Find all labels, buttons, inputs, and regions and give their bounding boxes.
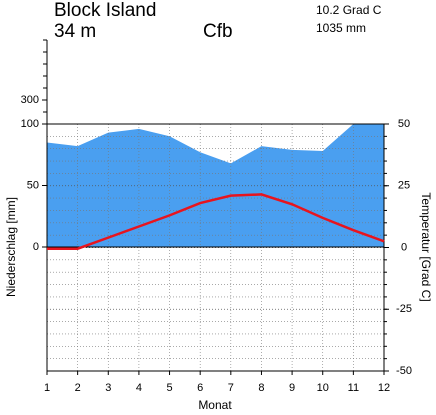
y2-tick-label: 50	[398, 118, 410, 130]
x-tick-label: 5	[166, 382, 172, 394]
y-tick-label: 50	[27, 179, 39, 191]
x-tick-label: 12	[378, 382, 390, 394]
x-tick-label: 6	[197, 382, 203, 394]
annual-precipitation: 1035 mm	[316, 21, 366, 35]
x-tick-label: 9	[289, 382, 295, 394]
climate-class: Cfb	[203, 21, 233, 42]
x-tick-label: 11	[348, 382, 359, 394]
y2-tick-label: 25	[398, 180, 410, 192]
x-tick-label: 7	[228, 382, 234, 394]
x-tick-label: 10	[317, 382, 329, 394]
x-tick-label: 3	[105, 382, 111, 394]
y2-tick-label: 0	[401, 241, 407, 253]
x-tick-label: 1	[44, 382, 50, 394]
mean-temperature: 10.2 Grad C	[316, 3, 382, 17]
station-name: Block Island	[54, 0, 156, 21]
y-tick-label: 100	[21, 118, 39, 130]
x-tick-label: 2	[75, 382, 81, 394]
y-axis-label: Niederschlag [mm]	[4, 197, 18, 297]
x-tick-label: 4	[136, 382, 142, 394]
x-tick-label: 8	[258, 382, 264, 394]
y2-axis-label: Temperatur [Grad C]	[419, 192, 433, 301]
y-tick-label: 300	[21, 94, 39, 106]
y2-tick-label: -50	[396, 365, 412, 377]
temperature-line	[47, 193, 385, 250]
y-tick-label: 0	[33, 241, 39, 253]
elevation: 34 m	[54, 21, 96, 42]
y2-tick-label: -25	[396, 303, 412, 315]
x-axis-label: Monat	[198, 398, 232, 412]
